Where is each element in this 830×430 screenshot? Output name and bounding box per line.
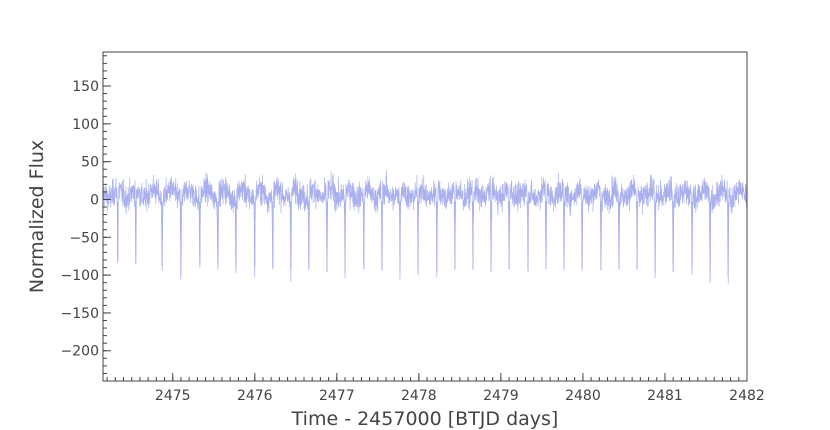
x-tick-label: 2479: [483, 388, 519, 404]
x-tick-label: 2478: [401, 388, 437, 404]
y-tick-label: 100: [72, 117, 99, 133]
y-tick-label: −100: [61, 268, 99, 284]
x-tick-label: 2482: [729, 388, 765, 404]
x-tick-label: 2481: [647, 388, 683, 404]
y-axis: −200 −150 −100 −50 0 50 100 150: [61, 55, 111, 374]
x-tick-label: 2477: [319, 388, 355, 404]
x-tick-label: 2475: [155, 388, 191, 404]
x-tick-label: 2476: [237, 388, 273, 404]
y-tick-label: 50: [81, 155, 99, 171]
x-axis: 2475 2476 2477 2478 2479 2480 2481 2482: [106, 373, 765, 404]
y-tick-label: 150: [72, 79, 99, 95]
y-tick-label: −150: [61, 306, 99, 322]
flux-series: [102, 170, 748, 284]
x-tick-label: 2480: [565, 388, 601, 404]
y-tick-label: −200: [61, 344, 99, 360]
y-tick-label: −50: [69, 230, 99, 246]
flux-line: [102, 170, 748, 284]
y-tick-label: 0: [90, 192, 99, 208]
y-axis-label: Normalized Flux: [26, 140, 48, 293]
x-axis-label: Time - 2457000 [BTJD days]: [291, 408, 559, 430]
plot-frame: [102, 51, 748, 382]
